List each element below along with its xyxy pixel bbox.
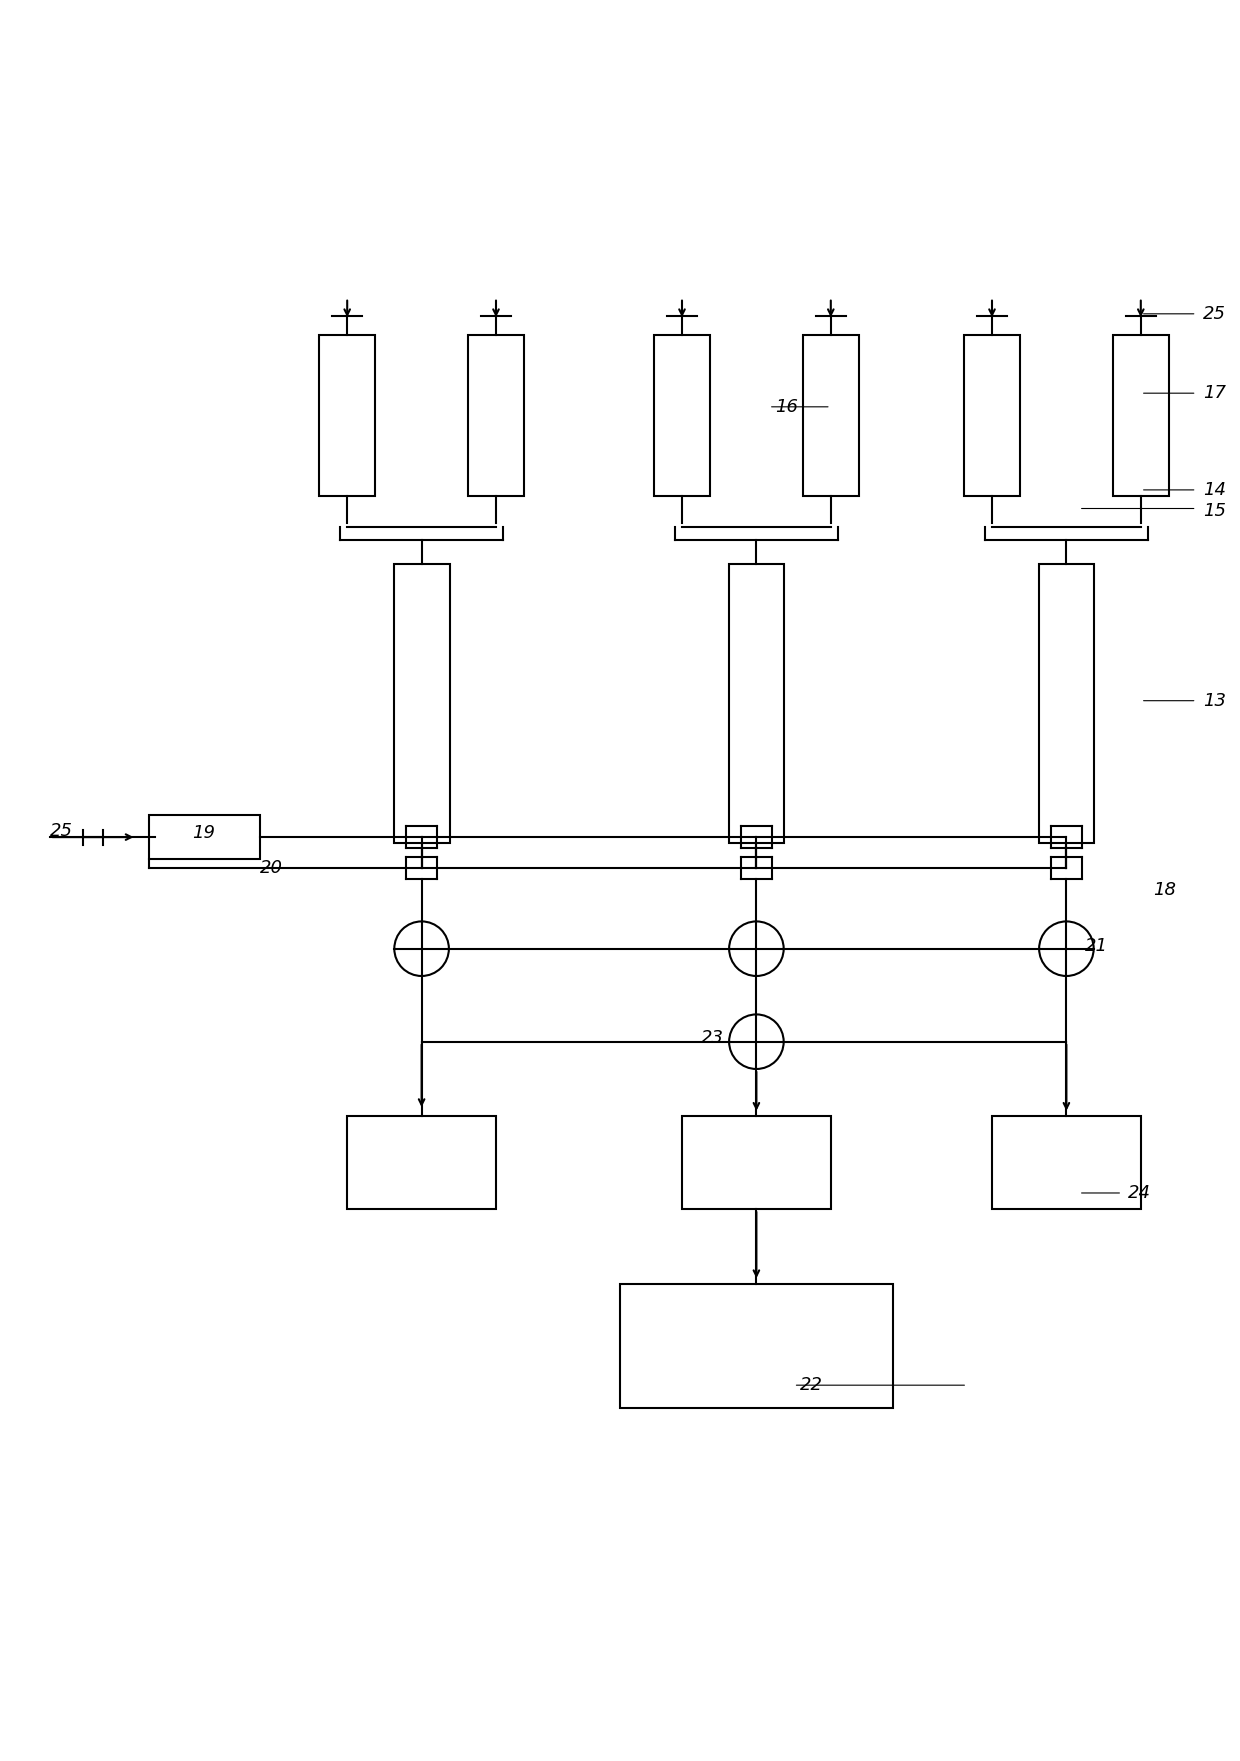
FancyBboxPatch shape xyxy=(965,335,1021,497)
FancyBboxPatch shape xyxy=(1114,335,1168,497)
Text: 20: 20 xyxy=(260,859,284,877)
Text: 25: 25 xyxy=(50,822,73,840)
Text: 21: 21 xyxy=(1085,937,1109,954)
FancyBboxPatch shape xyxy=(394,564,449,844)
Text: 23: 23 xyxy=(701,1028,724,1048)
FancyBboxPatch shape xyxy=(469,335,523,497)
Text: 15: 15 xyxy=(1203,502,1226,519)
FancyBboxPatch shape xyxy=(682,1116,831,1210)
Text: 17: 17 xyxy=(1203,384,1226,402)
FancyBboxPatch shape xyxy=(992,1116,1141,1210)
FancyBboxPatch shape xyxy=(620,1284,893,1407)
FancyBboxPatch shape xyxy=(1039,564,1095,844)
FancyBboxPatch shape xyxy=(149,815,260,859)
FancyBboxPatch shape xyxy=(320,335,374,497)
Text: 19: 19 xyxy=(192,824,216,842)
Text: 18: 18 xyxy=(1153,882,1177,900)
Text: 22: 22 xyxy=(800,1375,823,1395)
FancyBboxPatch shape xyxy=(655,335,711,497)
FancyBboxPatch shape xyxy=(729,564,785,844)
Text: 25: 25 xyxy=(1203,305,1226,322)
FancyBboxPatch shape xyxy=(804,335,859,497)
Text: 14: 14 xyxy=(1203,481,1226,498)
Text: 24: 24 xyxy=(1128,1183,1152,1203)
Text: 16: 16 xyxy=(775,398,799,416)
Text: 13: 13 xyxy=(1203,692,1226,710)
FancyBboxPatch shape xyxy=(347,1116,496,1210)
